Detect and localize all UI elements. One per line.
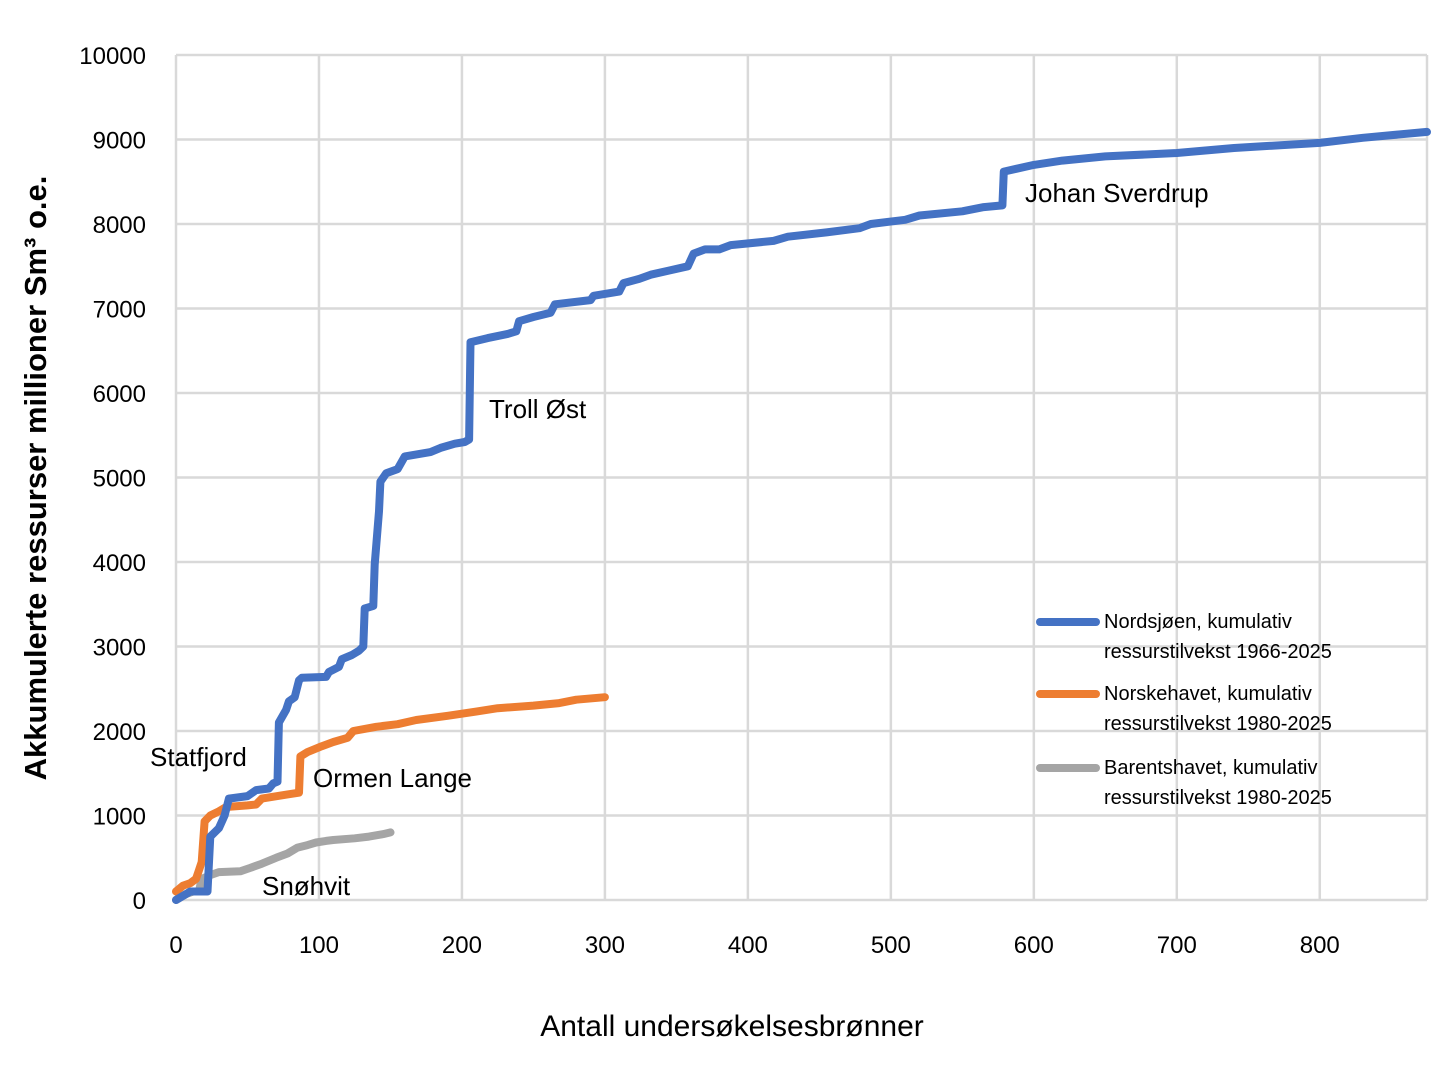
annotation-ormen-lange: Ormen Lange [313, 763, 472, 793]
y-tick-label: 7000 [93, 297, 146, 324]
y-tick-label: 5000 [93, 466, 146, 493]
legend-label-norskehavet-line2: ressurstilvekst 1980-2025 [1104, 713, 1332, 735]
y-tick-label: 1000 [93, 804, 146, 831]
y-tick-label: 3000 [93, 635, 146, 662]
y-tick-label: 2000 [93, 719, 146, 746]
annotation-troll-ost: Troll Øst [489, 394, 587, 424]
x-tick-label: 200 [442, 932, 482, 959]
y-tick-label: 9000 [93, 128, 146, 155]
annotation-johan-sverdrup: Johan Sverdrup [1025, 178, 1209, 208]
x-tick-label: 800 [1300, 932, 1340, 959]
x-tick-label: 300 [585, 932, 625, 959]
annotation-statfjord: Statfjord [150, 742, 247, 772]
y-tick-label: 0 [133, 888, 146, 915]
y-tick-label: 10000 [79, 43, 146, 70]
y-tick-label: 8000 [93, 212, 146, 239]
tick-labels: 0100020003000400050006000700080009000100… [79, 43, 1340, 959]
x-tick-label: 500 [871, 932, 911, 959]
legend-label-barentshavet-line1: Barentshavet, kumulativ [1104, 757, 1317, 779]
legend-label-nordsjoen-line1: Nordsjøen, kumulativ [1104, 611, 1292, 633]
x-tick-label: 400 [728, 932, 768, 959]
legend-label-barentshavet-line2: ressurstilvekst 1980-2025 [1104, 787, 1332, 809]
annotation-snohvit: Snøhvit [262, 871, 351, 901]
legend: Nordsjøen, kumulativ ressurstilvekst 196… [1036, 611, 1332, 809]
legend-label-norskehavet-line1: Norskehavet, kumulativ [1104, 683, 1312, 705]
x-tick-label: 100 [299, 932, 339, 959]
x-tick-label: 700 [1157, 932, 1197, 959]
x-tick-label: 600 [1014, 932, 1054, 959]
x-axis-title: Antall undersøkelsesbrønner [540, 1010, 924, 1043]
y-tick-label: 6000 [93, 381, 146, 408]
series-lines [172, 127, 1431, 904]
x-tick-label: 0 [169, 932, 182, 959]
y-axis-title: Akkumulerte ressurser millioner Sm³ o.e. [18, 176, 53, 781]
series-line-nordsjoen [172, 127, 1431, 904]
y-tick-label: 4000 [93, 550, 146, 577]
series-line-norskehavet [172, 693, 609, 896]
series-line-barentshavet [172, 828, 395, 904]
legend-label-nordsjoen-line2: ressurstilvekst 1966-2025 [1104, 641, 1332, 663]
